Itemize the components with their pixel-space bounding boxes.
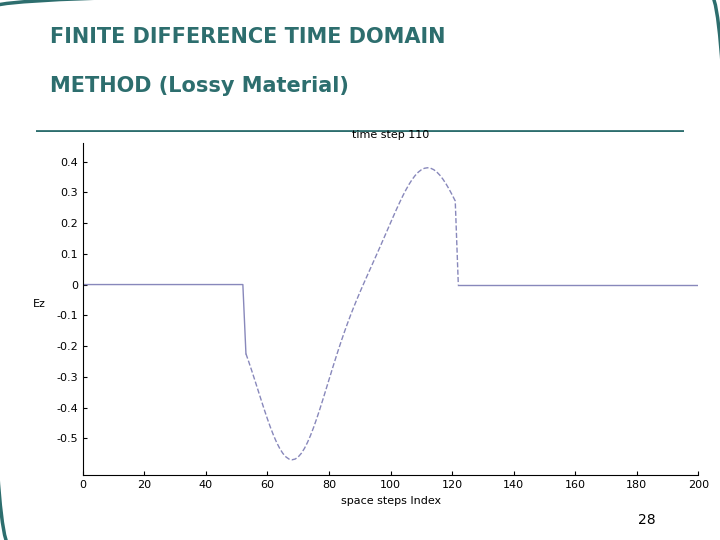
- Title: time step 110: time step 110: [352, 130, 429, 139]
- Y-axis label: Ez: Ez: [33, 299, 46, 309]
- Text: FINITE DIFFERENCE TIME DOMAIN: FINITE DIFFERENCE TIME DOMAIN: [50, 27, 446, 47]
- Text: METHOD (Lossy Material): METHOD (Lossy Material): [50, 76, 349, 96]
- Text: 28: 28: [638, 512, 655, 526]
- X-axis label: space steps Index: space steps Index: [341, 496, 441, 505]
